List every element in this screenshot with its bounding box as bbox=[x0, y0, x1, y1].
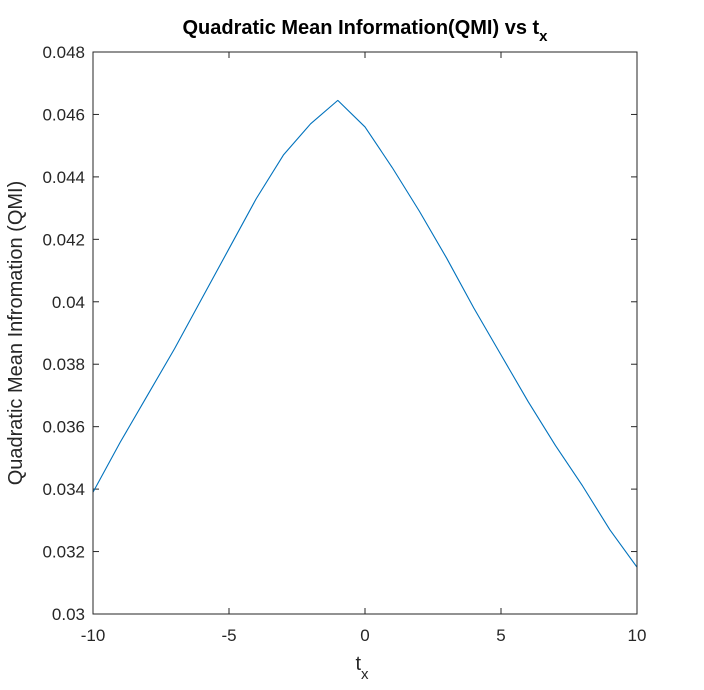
y-tick-label: 0.04 bbox=[52, 293, 85, 312]
x-tick-label: 10 bbox=[628, 626, 647, 645]
x-tick-label: -5 bbox=[221, 626, 236, 645]
y-tick-label: 0.046 bbox=[42, 105, 85, 124]
x-tick-label: 5 bbox=[496, 626, 505, 645]
series-layer bbox=[92, 99, 638, 568]
y-tick-label: 0.044 bbox=[42, 168, 85, 187]
x-axis-label-text: t bbox=[355, 653, 361, 675]
y-tick-label: 0.048 bbox=[42, 43, 85, 62]
chart-title: Quadratic Mean Information(QMI) vs tx bbox=[182, 17, 548, 45]
y-tick-label: 0.032 bbox=[42, 543, 85, 562]
plot-area bbox=[93, 52, 637, 614]
y-tick-label: 0.034 bbox=[42, 480, 85, 499]
chart-title-subscript: x bbox=[539, 28, 548, 45]
y-axis-label: Quadratic Mean Infromation (QMI) bbox=[5, 181, 27, 486]
y-tick-label: 0.038 bbox=[42, 355, 85, 374]
axis-tick-labels: -10 -5 0 5 10 0.03 0.032 0.034 0.036 0.038 0.04 0.0… bbox=[42, 43, 646, 645]
series-line bbox=[92, 99, 638, 568]
x-tick-label: -10 bbox=[81, 626, 106, 645]
x-axis-label: tx bbox=[355, 653, 369, 683]
y-tick-label: 0.03 bbox=[52, 605, 85, 624]
axes-box bbox=[92, 51, 638, 615]
plot-background bbox=[93, 52, 637, 614]
y-tick-label: 0.036 bbox=[42, 418, 85, 437]
x-tick-label: 0 bbox=[360, 626, 369, 645]
y-tick-label: 0.042 bbox=[42, 230, 85, 249]
chart-title-text: Quadratic Mean Information(QMI) vs t bbox=[182, 17, 539, 39]
x-axis-label-subscript: x bbox=[361, 666, 369, 683]
